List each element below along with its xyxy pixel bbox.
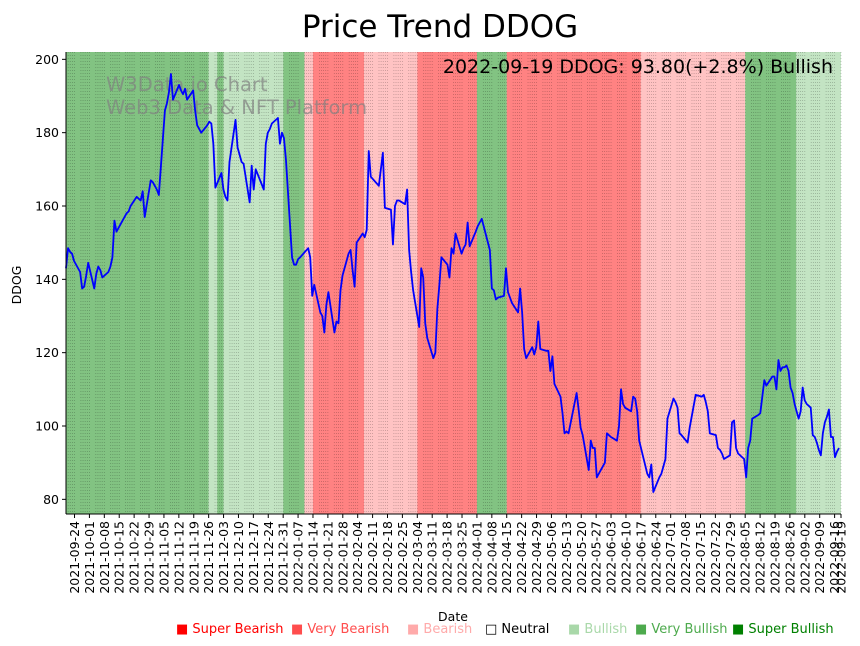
date-gridlines <box>65 52 842 514</box>
x-axis-label: Date <box>438 609 468 624</box>
x-tick-label: 2022-05-06 <box>544 521 559 594</box>
x-tick-label: 2021-09-24 <box>67 521 82 594</box>
legend-item-bearish: ■ Bearish <box>407 622 472 637</box>
x-tick-label: 2022-02-04 <box>350 521 365 594</box>
axes <box>65 52 841 515</box>
x-tick-label: 2022-04-29 <box>529 521 544 594</box>
x-axis-ticks: 2021-09-24 2021-10-01 2021-10-08 2021-10-15… <box>67 514 849 594</box>
x-tick-label: 2022-08-12 <box>753 521 768 594</box>
y-tick-label: 200 <box>35 52 59 67</box>
y-tick-label: 100 <box>35 419 59 434</box>
legend-label: □ Neutral <box>485 622 549 637</box>
legend-item-bullish: ■ Bullish <box>568 622 627 637</box>
x-tick-label: 2021-11-19 <box>186 521 201 594</box>
x-tick-label: 2021-12-24 <box>261 521 276 594</box>
x-tick-label: 2022-09-09 <box>812 521 827 594</box>
x-tick-label: 2022-05-27 <box>589 521 604 594</box>
x-tick-label: 2021-12-17 <box>246 521 261 594</box>
legend-item-super-bullish: ■ Super Bullish <box>732 622 834 637</box>
sentiment-band-bearish <box>304 52 313 514</box>
sentiment-band-very-bullish <box>745 52 797 514</box>
x-tick-label: 2022-02-18 <box>380 521 395 594</box>
x-tick-label: 2021-12-31 <box>276 521 291 594</box>
x-tick-label: 2021-10-15 <box>112 521 127 594</box>
legend-item-neutral: □ Neutral <box>485 622 549 637</box>
x-tick-label: 2021-11-26 <box>201 521 216 594</box>
legend-item-very-bullish: ■ Very Bullish <box>635 622 727 637</box>
watermark-line-2: Web3 Data & NFT Platform <box>106 96 367 119</box>
x-tick-label: 2021-11-12 <box>171 521 186 594</box>
x-tick-label: 2021-10-08 <box>97 521 112 594</box>
y-axis-ticks: 80 100 120 140 160 180 200 <box>35 52 66 507</box>
x-tick-label: 2022-01-07 <box>291 521 306 594</box>
x-tick-label: 2022-04-15 <box>499 521 514 594</box>
x-tick-label: 2022-09-19 <box>834 521 849 594</box>
y-tick-label: 160 <box>35 199 59 214</box>
x-tick-label: 2022-01-21 <box>320 521 335 594</box>
x-tick-label: 2022-08-05 <box>738 521 753 594</box>
sentiment-band-bearish <box>640 52 746 514</box>
x-tick-label: 2022-07-22 <box>708 521 723 594</box>
legend-label: ■ Very Bullish <box>635 622 727 637</box>
x-tick-label: 2022-07-08 <box>678 521 693 594</box>
chart-title: Price Trend DDOG <box>302 9 578 45</box>
x-tick-label: 2022-07-29 <box>723 521 738 594</box>
watermark-line-1: W3Data.io Chart <box>106 73 268 96</box>
x-tick-label: 2022-06-10 <box>618 521 633 594</box>
x-tick-label: 2022-01-14 <box>305 521 320 594</box>
x-tick-label: 2022-09-16 <box>827 521 842 594</box>
x-tick-label: 2022-06-17 <box>633 521 648 594</box>
legend-item-super-bearish: ■ Super Bearish <box>176 622 284 637</box>
y-tick-label: 120 <box>35 345 59 360</box>
legend-item-very-bearish: ■ Very Bearish <box>291 622 389 637</box>
legend-label: ■ Bullish <box>568 622 627 637</box>
sentiment-band-very-bullish <box>66 52 209 514</box>
x-tick-label: 2022-04-22 <box>514 521 529 594</box>
y-axis-label: DDOG <box>9 266 24 305</box>
legend-label: ■ Bearish <box>407 622 472 637</box>
sentiment-band-very-bearish <box>417 52 477 514</box>
y-tick-label: 180 <box>35 125 59 140</box>
x-tick-label: 2022-07-01 <box>663 521 678 594</box>
x-tick-label: 2021-10-22 <box>127 521 142 594</box>
x-tick-label: 2022-02-11 <box>365 521 380 594</box>
sentiment-band-very-bearish <box>506 52 641 514</box>
x-tick-label: 2022-03-11 <box>425 521 440 594</box>
x-tick-label: 2022-07-15 <box>693 521 708 594</box>
x-tick-label: 2022-05-20 <box>574 521 589 594</box>
legend-label: ■ Very Bearish <box>291 622 389 637</box>
x-tick-label: 2022-04-01 <box>469 521 484 594</box>
sentiment-band-bullish <box>208 52 218 514</box>
sentiment-band-very-bullish <box>217 52 224 514</box>
x-tick-label: 2022-02-25 <box>395 521 410 594</box>
price-line <box>65 73 840 493</box>
x-tick-label: 2022-08-26 <box>782 521 797 594</box>
legend-label: ■ Super Bullish <box>732 622 834 637</box>
legend: ■ Super Bearish ■ Very Bearish ■ Bearish □ … <box>176 622 834 637</box>
sentiment-band-bearish <box>364 52 418 514</box>
x-tick-label: 2022-06-24 <box>648 521 663 594</box>
x-tick-label: 2021-12-03 <box>216 521 231 594</box>
y-tick-label: 140 <box>35 272 59 287</box>
x-tick-label: 2021-12-10 <box>231 521 246 594</box>
x-tick-label: 2022-09-02 <box>797 521 812 594</box>
sentiment-band-very-bullish <box>283 52 305 514</box>
x-tick-label: 2022-05-13 <box>559 521 574 594</box>
x-tick-label: 2022-03-04 <box>410 521 425 594</box>
x-tick-label: 2022-01-28 <box>335 521 350 594</box>
price-annotation: 2022-09-19 DDOG: 93.80(+2.8%) Bullish <box>443 56 833 78</box>
x-tick-label: 2021-10-29 <box>142 521 157 594</box>
x-tick-label: 2022-03-25 <box>455 521 470 594</box>
legend-label: ■ Super Bearish <box>176 622 284 637</box>
x-tick-label: 2022-03-18 <box>440 521 455 594</box>
x-tick-label: 2021-10-01 <box>82 521 97 594</box>
x-tick-label: 2021-11-05 <box>156 521 171 594</box>
x-tick-label: 2022-08-19 <box>768 521 783 594</box>
x-tick-label: 2022-04-08 <box>484 521 499 594</box>
y-tick-label: 80 <box>43 492 59 507</box>
x-tick-label: 2022-06-03 <box>604 521 619 594</box>
